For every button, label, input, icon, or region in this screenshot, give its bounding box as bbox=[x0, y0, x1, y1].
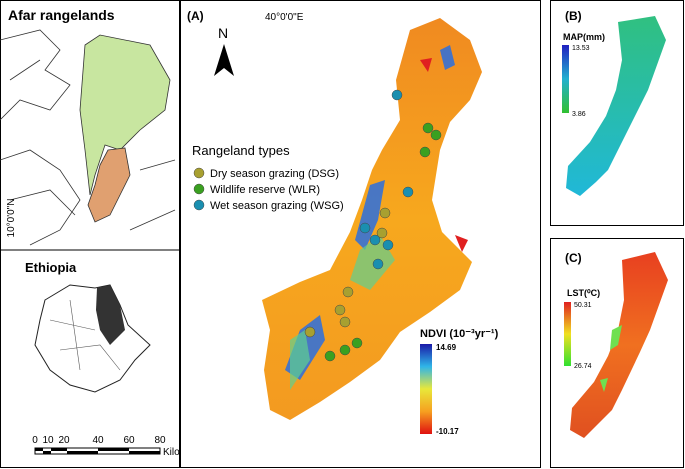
lst-map bbox=[570, 252, 668, 438]
lst-title: LST(⁰C) bbox=[567, 288, 600, 298]
map-max: 13.53 bbox=[572, 45, 590, 52]
wsg-site bbox=[372, 258, 384, 270]
scale-seg bbox=[43, 451, 51, 454]
dsg-site bbox=[339, 316, 351, 328]
scale-seg bbox=[35, 448, 43, 451]
scale-label: 40 bbox=[92, 435, 104, 446]
legend-dsg bbox=[193, 167, 205, 179]
scale-label: 20 bbox=[58, 435, 70, 446]
legend-wlr bbox=[193, 183, 205, 195]
panel-b-label: (B) bbox=[565, 9, 582, 23]
afar-south bbox=[87, 147, 131, 223]
boundaries bbox=[0, 29, 176, 246]
scale-label: 10 bbox=[42, 435, 54, 446]
dsg-site bbox=[342, 286, 354, 298]
wlr-site bbox=[324, 350, 336, 362]
wsg-site bbox=[359, 222, 371, 234]
afar-inset bbox=[96, 285, 125, 345]
scale-seg bbox=[129, 451, 160, 454]
ndvi-high bbox=[285, 45, 455, 380]
dsg-site bbox=[334, 304, 346, 316]
north-letter: N bbox=[218, 25, 228, 41]
lst-colorbar bbox=[564, 302, 571, 366]
legend-item: Wet season grazing (WSG) bbox=[210, 200, 344, 212]
scale-bar bbox=[34, 447, 161, 455]
legend-title: Rangeland types bbox=[192, 143, 290, 158]
wsg-site bbox=[382, 239, 394, 251]
scale-label: 60 bbox=[123, 435, 135, 446]
ndvi-min: -10.17 bbox=[436, 427, 459, 436]
lon-label: 40°0'0"E bbox=[265, 12, 304, 23]
legend-item: Dry season grazing (DSG) bbox=[210, 168, 339, 180]
legend-item: Wildlife reserve (WLR) bbox=[210, 184, 320, 196]
lst-cool bbox=[600, 325, 622, 392]
ndvi-mid bbox=[290, 235, 395, 390]
scale-seg bbox=[67, 451, 98, 454]
wlr-site bbox=[339, 344, 351, 356]
map-min: 3.86 bbox=[572, 111, 586, 118]
map-colorbar bbox=[562, 45, 569, 113]
wsg-site bbox=[369, 234, 381, 246]
ndvi-colorbar bbox=[420, 344, 432, 434]
north-arrow bbox=[214, 44, 234, 76]
lst-min: 26.74 bbox=[574, 363, 592, 370]
panel-a-label: (A) bbox=[187, 9, 204, 23]
ndvi-max: 14.69 bbox=[436, 343, 457, 352]
legend-wsg bbox=[193, 199, 205, 211]
lat-label: 10°0'0"N bbox=[6, 199, 17, 238]
panel-c-label: (C) bbox=[565, 251, 582, 265]
dsg-site bbox=[379, 207, 391, 219]
left-title: Afar rangelands bbox=[8, 7, 115, 23]
scale-seg bbox=[98, 448, 129, 451]
wlr-site bbox=[351, 337, 363, 349]
inset-title: Ethiopia bbox=[25, 260, 77, 275]
wlr-site bbox=[430, 129, 442, 141]
wsg-site bbox=[402, 186, 414, 198]
sites bbox=[304, 89, 442, 362]
regions bbox=[49, 299, 121, 371]
lst-max: 50.31 bbox=[574, 302, 592, 309]
wlr-site bbox=[422, 122, 434, 134]
wlr-site bbox=[419, 146, 431, 158]
map-map bbox=[566, 16, 666, 196]
scale-label: 80 bbox=[154, 435, 166, 446]
wsg-site bbox=[391, 89, 403, 101]
dsg-site bbox=[304, 326, 316, 338]
scale-seg bbox=[51, 448, 67, 451]
scale-label: 0 bbox=[32, 435, 38, 446]
ndvi-title: NDVI (10⁻³yr⁻¹) bbox=[420, 328, 499, 340]
dsg-site bbox=[376, 227, 388, 239]
map-title: MAP(mm) bbox=[563, 32, 605, 42]
